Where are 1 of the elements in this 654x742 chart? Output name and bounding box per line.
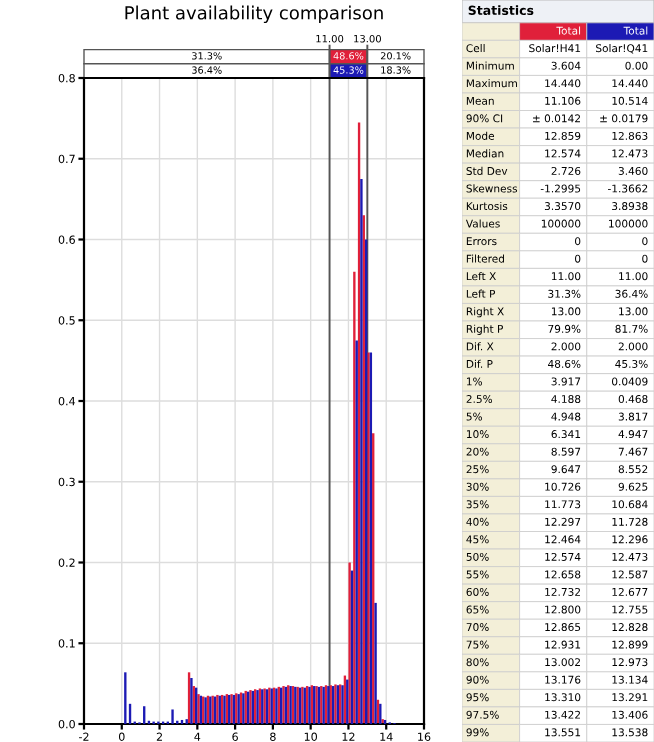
chart-title: Plant availability comparison bbox=[125, 5, 383, 24]
